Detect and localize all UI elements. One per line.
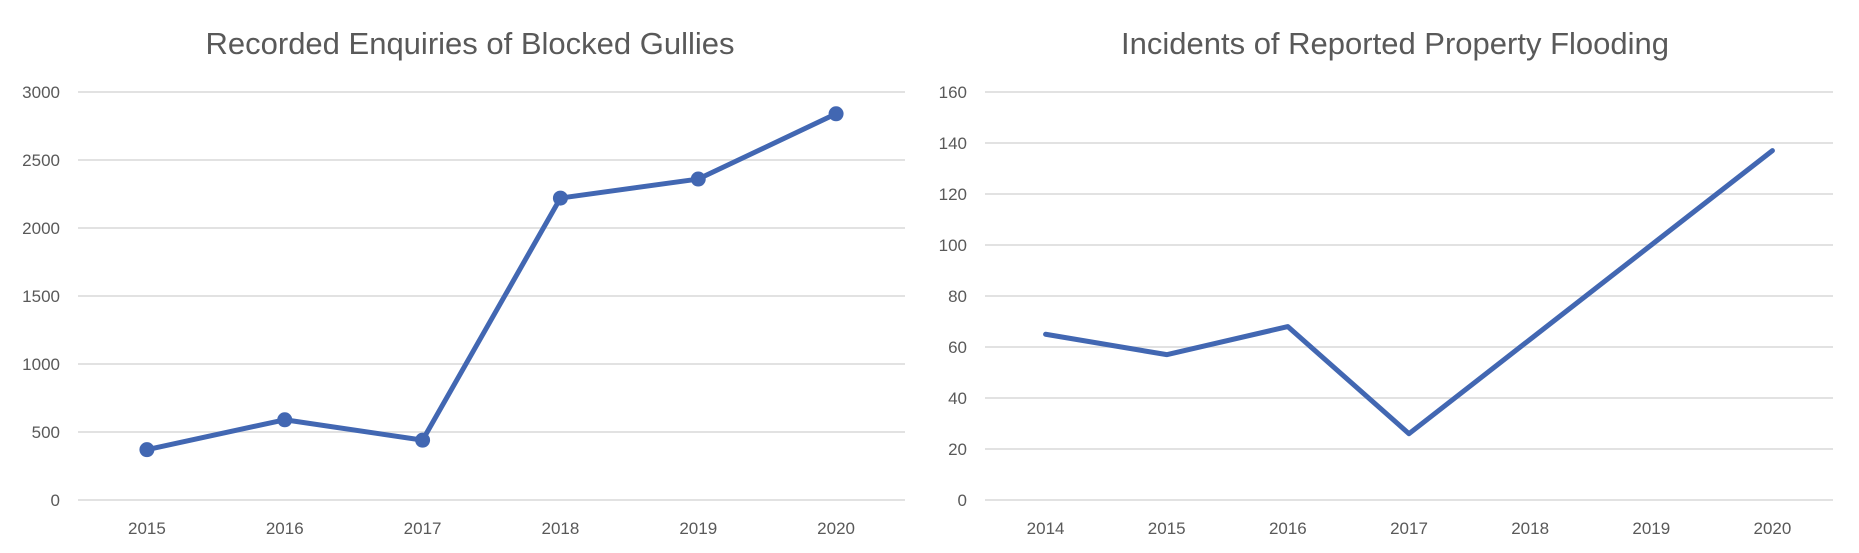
y-tick-label: 2500 bbox=[22, 151, 60, 170]
x-tick-label: 2020 bbox=[1754, 519, 1792, 538]
series-line bbox=[144, 111, 839, 453]
chart-title: Recorded Enquiries of Blocked Gullies bbox=[206, 26, 735, 61]
chart-blocked-gullies-svg: Recorded Enquiries of Blocked Gullies 0 5… bbox=[22, 26, 905, 538]
data-point bbox=[552, 190, 568, 206]
y-tick-label: 160 bbox=[939, 83, 967, 102]
x-tick-label: 2018 bbox=[542, 519, 580, 538]
chart-property-flooding-svg: Incidents of Reported Property Flooding … bbox=[939, 26, 1833, 538]
data-point bbox=[828, 106, 844, 122]
y-tick-label: 120 bbox=[939, 185, 967, 204]
data-point bbox=[415, 432, 431, 448]
data-point bbox=[277, 412, 293, 428]
x-tick-label: 2016 bbox=[266, 519, 304, 538]
x-tick-label: 2014 bbox=[1027, 519, 1065, 538]
y-tick-label: 40 bbox=[948, 389, 967, 408]
x-tick-label: 2019 bbox=[679, 519, 717, 538]
series-line bbox=[1043, 148, 1775, 437]
x-tick-label: 2017 bbox=[404, 519, 442, 538]
x-tick-label: 2018 bbox=[1511, 519, 1549, 538]
x-tick-label: 2015 bbox=[1148, 519, 1186, 538]
y-tick-label: 1000 bbox=[22, 355, 60, 374]
y-tick-label: 20 bbox=[948, 440, 967, 459]
y-tick-label: 80 bbox=[948, 287, 967, 306]
data-point bbox=[139, 442, 155, 458]
y-tick-label: 2000 bbox=[22, 219, 60, 238]
y-tick-label: 0 bbox=[51, 491, 60, 510]
y-tick-label: 60 bbox=[948, 338, 967, 357]
y-tick-label: 1500 bbox=[22, 287, 60, 306]
x-tick-label: 2019 bbox=[1632, 519, 1670, 538]
chart-title: Incidents of Reported Property Flooding bbox=[1121, 26, 1669, 61]
y-tick-label: 100 bbox=[939, 236, 967, 255]
data-point bbox=[690, 171, 706, 187]
y-tick-label: 140 bbox=[939, 134, 967, 153]
x-tick-label: 2017 bbox=[1390, 519, 1428, 538]
x-tick-label: 2016 bbox=[1269, 519, 1307, 538]
x-tick-label: 2015 bbox=[128, 519, 166, 538]
y-tick-label: 3000 bbox=[22, 83, 60, 102]
chart-property-flooding: Incidents of Reported Property Flooding … bbox=[930, 0, 1859, 553]
y-tick-label: 0 bbox=[958, 491, 967, 510]
x-tick-label: 2020 bbox=[817, 519, 855, 538]
y-tick-label: 500 bbox=[32, 423, 60, 442]
chart-blocked-gullies: Recorded Enquiries of Blocked Gullies 0 5… bbox=[22, 26, 905, 538]
